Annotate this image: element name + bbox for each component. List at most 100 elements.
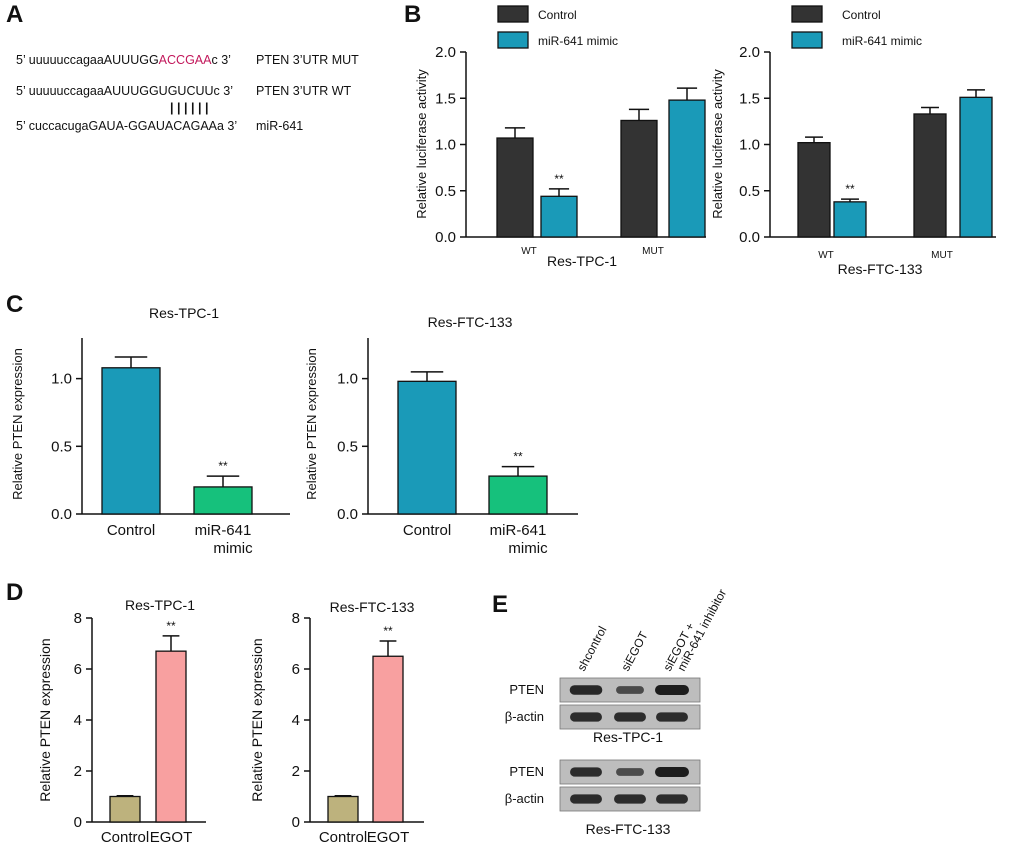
panel-letter-d: D xyxy=(6,579,23,606)
y-tick-label: 0.5 xyxy=(739,183,760,200)
blot-band xyxy=(656,794,688,804)
chart-title: Res-FTC-133 xyxy=(428,314,513,330)
bar xyxy=(488,475,548,515)
y-tick-label: 0 xyxy=(74,814,82,831)
x-tick-label: mimic xyxy=(213,540,253,557)
x-tick-label: EGOT xyxy=(367,829,410,846)
significance-mark: ** xyxy=(513,450,523,464)
blot-band xyxy=(655,767,689,777)
bar xyxy=(540,195,578,238)
y-tick-label: 4 xyxy=(74,712,82,729)
seq-mut-label: PTEN 3’UTR MUT xyxy=(256,53,359,67)
y-tick-label: 0.0 xyxy=(51,506,72,523)
legend-label-control: Control xyxy=(538,8,577,22)
y-tick-label: 2.0 xyxy=(739,44,760,61)
y-tick-label: 0.0 xyxy=(337,506,358,523)
x-tick-label: MUT xyxy=(642,246,664,257)
panel-b-legend-left: Control miR-641 mimic xyxy=(497,5,618,49)
x-tick-label: Control xyxy=(319,829,367,846)
bar xyxy=(193,486,253,515)
x-tick-label: Control xyxy=(107,522,155,539)
chart-title: Res-TPC-1 xyxy=(149,305,219,321)
y-tick-label: 1.0 xyxy=(435,137,456,154)
blot-row-label: PTEN xyxy=(509,764,544,779)
y-tick-label: 0.5 xyxy=(435,183,456,200)
y-tick-label: 0.0 xyxy=(435,229,456,246)
chart-b-res-tpc1: 0.0 0.5 1.0 1.5 2.0 Relative luciferase activ… xyxy=(414,44,706,269)
y-tick-label: 1.0 xyxy=(51,371,72,388)
panel-a-sequences: 5’ uuuuuccagaaAUUUGGACCGAAc 3’ PTEN 3’UT… xyxy=(16,53,359,133)
bar xyxy=(833,201,867,238)
x-tick-label: miR-641 xyxy=(195,522,252,539)
panel-letter-a: A xyxy=(6,1,23,28)
bar xyxy=(155,650,187,823)
lane-label: siEGOT xyxy=(618,629,651,674)
blot-title: Res-TPC-1 xyxy=(593,729,663,745)
blot-row-label: PTEN xyxy=(509,682,544,697)
y-tick-label: 1.5 xyxy=(435,90,456,107)
bar xyxy=(913,113,947,238)
significance-mark: ** xyxy=(218,459,228,473)
blot-band xyxy=(570,712,602,722)
x-tick-label: Control xyxy=(101,829,149,846)
chart-c-res-ftc133: 0.0 0.5 1.0 Relative PTEN expression Res-FTC… xyxy=(304,314,578,557)
bar xyxy=(101,367,161,515)
chart-title: Res-TPC-1 xyxy=(547,253,617,269)
x-tick-label: Control xyxy=(403,522,451,539)
y-tick-label: 0 xyxy=(292,814,300,831)
seq-mut: 5’ uuuuuccagaaAUUUGGACCGAAc 3’ xyxy=(16,53,231,67)
y-tick-label: 0.0 xyxy=(739,229,760,246)
y-axis-label: Relative PTEN expression xyxy=(10,348,25,500)
chart-title: Res-TPC-1 xyxy=(125,597,195,613)
significance-mark: ** xyxy=(845,182,855,196)
y-tick-label: 0.5 xyxy=(51,438,72,455)
blot-band xyxy=(569,685,603,695)
y-tick-label: 6 xyxy=(292,661,300,678)
y-tick-label: 4 xyxy=(292,712,300,729)
blot-row-label: β-actin xyxy=(505,791,544,806)
blot-band xyxy=(655,685,689,695)
blot-band xyxy=(614,794,646,804)
bar xyxy=(668,99,706,238)
chart-d-res-tpc1: 0 2 4 6 8 Relative PTEN expression Res-TPC-1 Co… xyxy=(37,597,206,846)
legend-swatch-mimic xyxy=(497,31,529,49)
x-tick-label: WT xyxy=(818,250,834,261)
blot-band xyxy=(614,712,646,722)
blot-title: Res-FTC-133 xyxy=(586,821,671,837)
significance-mark: ** xyxy=(166,619,176,633)
x-tick-label: EGOT xyxy=(150,829,193,846)
blot-band xyxy=(616,768,644,776)
lane-label: shcontrol xyxy=(574,624,609,674)
legend-label-mimic: miR-641 mimic xyxy=(538,34,618,48)
y-tick-label: 6 xyxy=(74,661,82,678)
y-tick-label: 0.5 xyxy=(337,438,358,455)
blot-band xyxy=(570,767,602,777)
blot-row-label: β-actin xyxy=(505,709,544,724)
legend-swatch-mimic xyxy=(791,31,823,49)
y-tick-label: 1.5 xyxy=(739,90,760,107)
y-tick-label: 2 xyxy=(74,763,82,780)
chart-d-res-ftc133: 0 2 4 6 8 Relative PTEN expression Res-FTC-133… xyxy=(249,599,424,846)
y-tick-label: 1.0 xyxy=(337,371,358,388)
seq-mirna-label: miR-641 xyxy=(256,119,303,133)
bar xyxy=(327,795,359,823)
x-tick-label: MUT xyxy=(931,250,953,261)
significance-mark: ** xyxy=(554,172,564,186)
bar xyxy=(372,655,404,823)
blot-band xyxy=(656,712,688,722)
y-tick-label: 2 xyxy=(292,763,300,780)
y-tick-label: 1.0 xyxy=(739,137,760,154)
legend-swatch-control xyxy=(497,5,529,23)
blot-band xyxy=(570,794,602,804)
legend-label-control: Control xyxy=(842,8,881,22)
x-tick-label: miR-641 xyxy=(490,522,547,539)
y-tick-label: 8 xyxy=(292,610,300,627)
x-tick-label: mimic xyxy=(508,540,548,557)
seq-mirna: 5’ cuccacugaGAUA-GGAUACAGAAa 3’ xyxy=(16,119,237,133)
seq-pairing-lines: |||||| xyxy=(170,101,212,115)
bar xyxy=(109,795,141,823)
legend-swatch-control xyxy=(791,5,823,23)
seq-mut-mutated-bases: ACCGAA xyxy=(159,53,212,67)
y-axis-label: Relative luciferase activity xyxy=(414,69,429,219)
y-axis-label: Relative PTEN expression xyxy=(37,638,53,801)
